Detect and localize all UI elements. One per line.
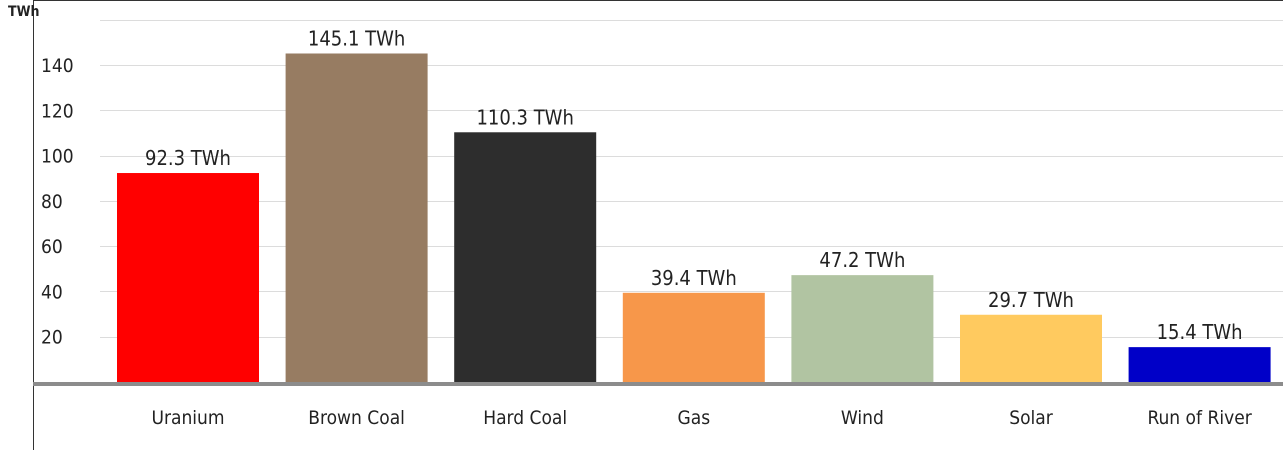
category-label: Hard Coal [483, 407, 567, 429]
y-unit-label: TWh [8, 4, 39, 20]
category-label: Run of River [1147, 407, 1252, 429]
gridlines [100, 20, 1283, 338]
bar-gas [622, 292, 765, 382]
y-tick-label: 100 [41, 146, 74, 168]
y-tick-label: 120 [41, 100, 74, 122]
bar-wind [791, 275, 934, 382]
value-label: 145.1 TWh [308, 26, 405, 50]
category-label: Wind [841, 407, 884, 429]
category-labels: Uranium Brown Coal Hard Coal Gas Wind Solar Ru… [151, 407, 1252, 429]
value-label: 110.3 TWh [476, 105, 573, 129]
y-tick-label: 80 [41, 191, 63, 213]
y-tick-labels: 20 40 60 80 100 120 140 [41, 55, 74, 349]
value-label: 47.2 TWh [819, 248, 905, 272]
bars: 92.3 TWh 145.1 TWh 110.3 TWh 39.4 TWh 47.2 T… [117, 26, 1271, 383]
category-label: Uranium [151, 407, 224, 429]
bar-solar [960, 314, 1102, 382]
y-tick-label: 20 [41, 327, 63, 349]
category-label: Solar [1009, 407, 1054, 429]
bar-hard-coal [454, 132, 597, 382]
category-label: Gas [677, 407, 710, 429]
bar-run-of-river [1128, 347, 1271, 382]
value-label: 39.4 TWh [651, 266, 737, 290]
value-label: 29.7 TWh [988, 288, 1074, 312]
value-label: 92.3 TWh [145, 146, 231, 170]
category-label: Brown Coal [308, 407, 405, 429]
bar-uranium [117, 173, 259, 382]
value-label: 15.4 TWh [1157, 320, 1243, 344]
y-tick-label: 40 [41, 281, 63, 303]
bar-brown-coal [285, 53, 428, 383]
y-tick-label: 60 [41, 236, 63, 258]
y-tick-label: 140 [41, 55, 74, 77]
chart-frame [33, 0, 1283, 450]
